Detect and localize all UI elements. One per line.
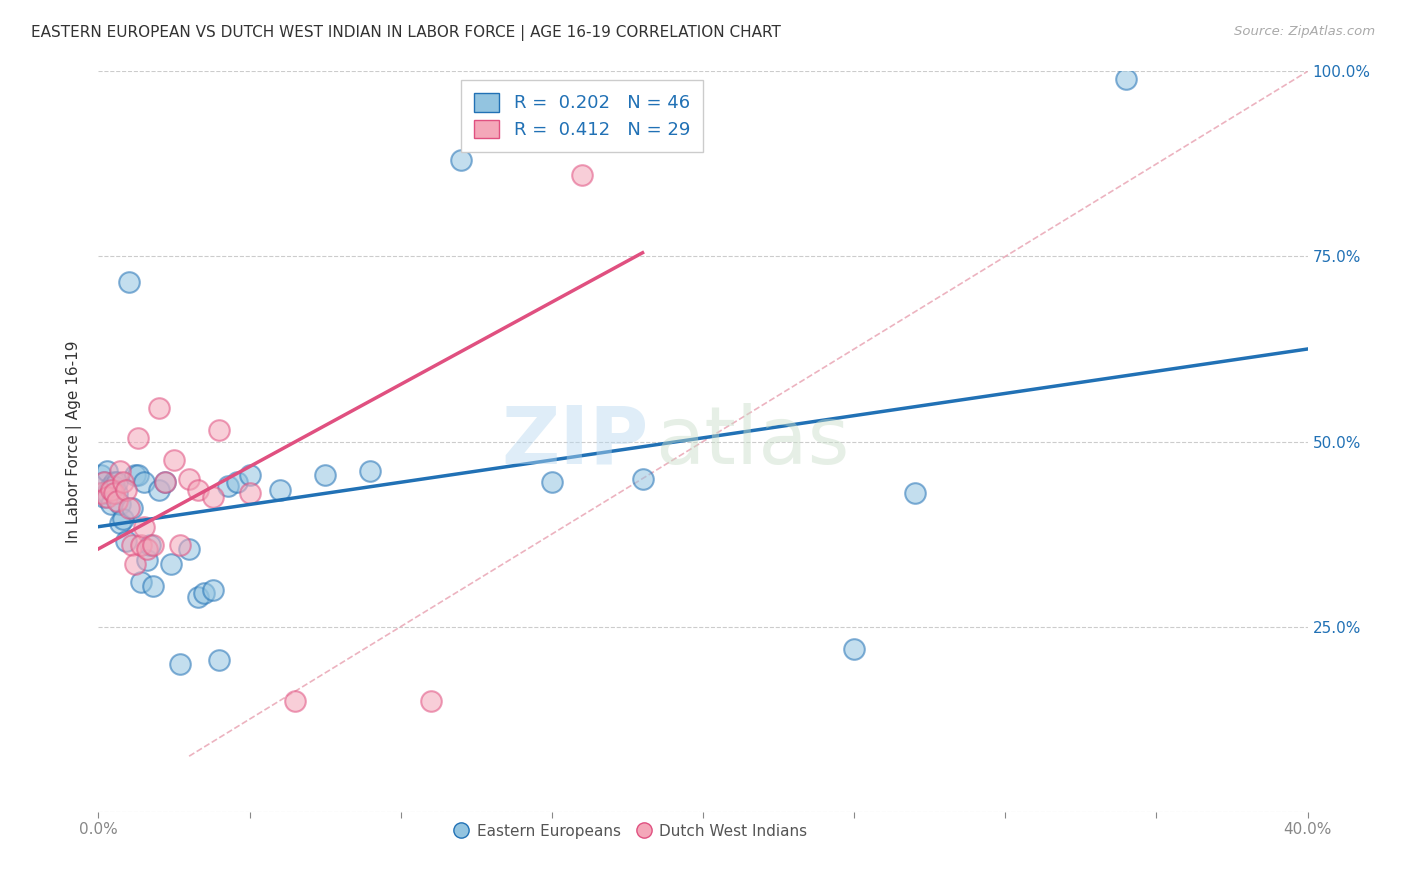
Point [135, 541, 157, 556]
Point [202, 582, 225, 597]
Point [100, 498, 122, 512]
Point [239, 486, 262, 500]
Point [179, 541, 201, 556]
Point [208, 424, 231, 438]
Point [148, 401, 170, 416]
Point [217, 479, 239, 493]
Point [193, 586, 215, 600]
Point [187, 590, 209, 604]
Y-axis label: In Labor Force | Age 16-19: In Labor Force | Age 16-19 [66, 340, 83, 543]
Point [129, 575, 152, 590]
Text: Source: ZipAtlas.com: Source: ZipAtlas.com [1234, 25, 1375, 38]
Point [208, 653, 231, 667]
Point [148, 483, 170, 497]
Text: atlas: atlas [655, 402, 849, 481]
Point [108, 516, 131, 530]
Point [111, 475, 134, 490]
Point [142, 579, 165, 593]
Point [96, 490, 118, 504]
Point [96, 486, 118, 500]
Point [90, 486, 112, 500]
Point [179, 471, 201, 485]
Point [129, 538, 152, 552]
Point [93, 475, 115, 490]
Point [187, 483, 209, 497]
Point [121, 538, 143, 552]
Point [163, 453, 186, 467]
Point [153, 475, 176, 490]
Point [904, 486, 927, 500]
Point [160, 557, 183, 571]
Point [103, 479, 125, 493]
Point [420, 694, 443, 708]
Point [111, 512, 134, 526]
Point [93, 490, 115, 504]
Point [360, 464, 382, 478]
Text: EASTERN EUROPEAN VS DUTCH WEST INDIAN IN LABOR FORCE | AGE 16-19 CORRELATION CHA: EASTERN EUROPEAN VS DUTCH WEST INDIAN IN… [31, 25, 780, 41]
Point [127, 467, 149, 482]
Point [540, 475, 562, 490]
Point [118, 501, 141, 516]
Point [314, 467, 336, 482]
Point [124, 467, 146, 482]
Point [90, 467, 112, 482]
Point [100, 483, 122, 497]
Point [108, 464, 131, 478]
Point [118, 276, 141, 290]
Point [169, 538, 191, 552]
Point [631, 471, 654, 485]
Point [135, 553, 157, 567]
Point [93, 475, 115, 490]
Point [450, 153, 472, 168]
Point [226, 475, 249, 490]
Point [571, 168, 593, 182]
Text: ZIP: ZIP [502, 402, 648, 481]
Point [103, 475, 125, 490]
Point [142, 538, 165, 552]
Point [108, 498, 131, 512]
Point [105, 475, 128, 490]
Point [96, 464, 118, 478]
Legend: Eastern Europeans, Dutch West Indians: Eastern Europeans, Dutch West Indians [447, 818, 813, 845]
Point [132, 519, 155, 533]
Point [169, 657, 191, 671]
Point [284, 694, 307, 708]
Point [121, 501, 143, 516]
Point [124, 557, 146, 571]
Point [105, 486, 128, 500]
Point [269, 483, 291, 497]
Point [114, 483, 136, 497]
Point [127, 431, 149, 445]
Point [105, 493, 128, 508]
Point [1115, 71, 1137, 86]
Point [100, 479, 122, 493]
Point [139, 538, 162, 552]
Point [153, 475, 176, 490]
Point [103, 486, 125, 500]
Point [239, 467, 262, 482]
Point [202, 490, 225, 504]
Point [90, 486, 112, 500]
Point [132, 475, 155, 490]
Point [844, 641, 866, 656]
Point [114, 534, 136, 549]
